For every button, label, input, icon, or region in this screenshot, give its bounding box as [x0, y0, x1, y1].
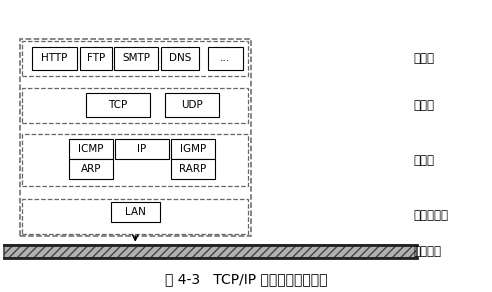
Text: HTTP: HTTP: [41, 53, 68, 63]
Bar: [114, 47, 158, 70]
Text: UDP: UDP: [181, 100, 203, 110]
Bar: [171, 159, 215, 179]
Text: 网络访问层: 网络访问层: [413, 209, 448, 222]
Text: 通信介质: 通信介质: [413, 245, 441, 258]
Bar: [22, 41, 248, 76]
Bar: [115, 139, 169, 159]
Text: IGMP: IGMP: [180, 144, 206, 154]
Text: ARP: ARP: [81, 164, 101, 174]
Text: IP: IP: [137, 144, 146, 154]
Bar: [22, 199, 248, 234]
Text: 应用层: 应用层: [413, 52, 434, 65]
Bar: [69, 139, 113, 159]
Bar: [161, 47, 199, 70]
Bar: [4, 245, 417, 258]
Bar: [86, 93, 150, 117]
Text: TCP: TCP: [108, 100, 128, 110]
Text: 图 4-3   TCP/IP 不同层次协议分布: 图 4-3 TCP/IP 不同层次协议分布: [165, 272, 327, 286]
Bar: [22, 88, 248, 123]
Bar: [22, 134, 248, 186]
Bar: [80, 47, 112, 70]
Text: FTP: FTP: [87, 53, 105, 63]
Bar: [111, 202, 160, 222]
Text: SMTP: SMTP: [123, 53, 150, 63]
Text: LAN: LAN: [125, 207, 146, 217]
Bar: [69, 159, 113, 179]
Bar: [20, 39, 251, 236]
Text: ICMP: ICMP: [78, 144, 104, 154]
Text: DNS: DNS: [169, 53, 191, 63]
Bar: [208, 47, 243, 70]
Text: 传输层: 传输层: [413, 99, 434, 112]
Bar: [32, 47, 77, 70]
Text: RARP: RARP: [179, 164, 207, 174]
Bar: [165, 93, 219, 117]
Text: ...: ...: [220, 53, 230, 63]
Bar: [171, 139, 215, 159]
Text: 网络层: 网络层: [413, 154, 434, 167]
